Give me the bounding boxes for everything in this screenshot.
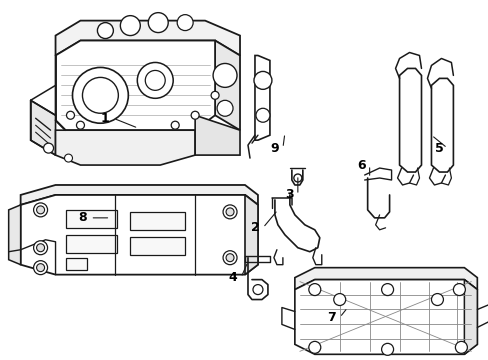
Circle shape [308, 341, 320, 353]
Bar [65, 210, 117, 228]
Circle shape [34, 241, 47, 255]
Polygon shape [56, 130, 195, 165]
Circle shape [120, 15, 140, 36]
Circle shape [225, 254, 234, 262]
Polygon shape [215, 41, 240, 130]
Bar [65, 258, 87, 270]
Text: 7: 7 [326, 311, 335, 324]
Circle shape [223, 205, 237, 219]
Circle shape [293, 174, 301, 182]
Circle shape [430, 293, 443, 306]
Circle shape [34, 203, 47, 217]
Circle shape [37, 206, 44, 214]
Polygon shape [195, 115, 240, 155]
Circle shape [225, 208, 234, 216]
Circle shape [177, 15, 193, 31]
Circle shape [252, 285, 263, 294]
Polygon shape [294, 280, 476, 354]
Polygon shape [56, 21, 240, 55]
Bar [130, 237, 185, 255]
Circle shape [34, 261, 47, 275]
Polygon shape [20, 185, 258, 205]
Circle shape [333, 293, 345, 306]
Text: 2: 2 [250, 221, 259, 234]
Circle shape [255, 108, 269, 122]
Circle shape [76, 121, 84, 129]
Circle shape [72, 67, 128, 123]
Circle shape [308, 284, 320, 296]
Circle shape [211, 91, 219, 99]
Circle shape [145, 71, 165, 90]
Circle shape [66, 111, 74, 119]
Polygon shape [254, 55, 269, 140]
Circle shape [191, 111, 199, 119]
Circle shape [148, 13, 168, 32]
Bar [130, 212, 185, 230]
Circle shape [37, 244, 44, 252]
Circle shape [217, 100, 233, 116]
Circle shape [82, 77, 118, 113]
Circle shape [381, 284, 393, 296]
Circle shape [137, 62, 173, 98]
Polygon shape [244, 195, 258, 275]
Circle shape [37, 264, 44, 272]
Text: 8: 8 [78, 211, 86, 224]
Circle shape [43, 143, 53, 153]
Circle shape [223, 251, 237, 265]
Text: 3: 3 [285, 188, 294, 202]
Circle shape [213, 63, 237, 87]
Polygon shape [464, 280, 476, 354]
Polygon shape [430, 78, 452, 172]
Circle shape [381, 343, 393, 355]
Circle shape [454, 341, 467, 353]
Polygon shape [399, 68, 421, 172]
Bar [65, 235, 117, 253]
Text: 4: 4 [228, 271, 237, 284]
Polygon shape [9, 205, 20, 265]
Text: 1: 1 [101, 112, 109, 125]
Polygon shape [31, 100, 56, 155]
Text: 5: 5 [434, 141, 443, 155]
Circle shape [97, 23, 113, 39]
Text: 6: 6 [357, 158, 365, 172]
Circle shape [452, 284, 465, 296]
Text: 9: 9 [270, 141, 279, 155]
Polygon shape [20, 195, 258, 275]
Circle shape [171, 121, 179, 129]
Polygon shape [294, 268, 476, 289]
Circle shape [253, 71, 271, 89]
Circle shape [64, 154, 72, 162]
Polygon shape [56, 41, 215, 130]
